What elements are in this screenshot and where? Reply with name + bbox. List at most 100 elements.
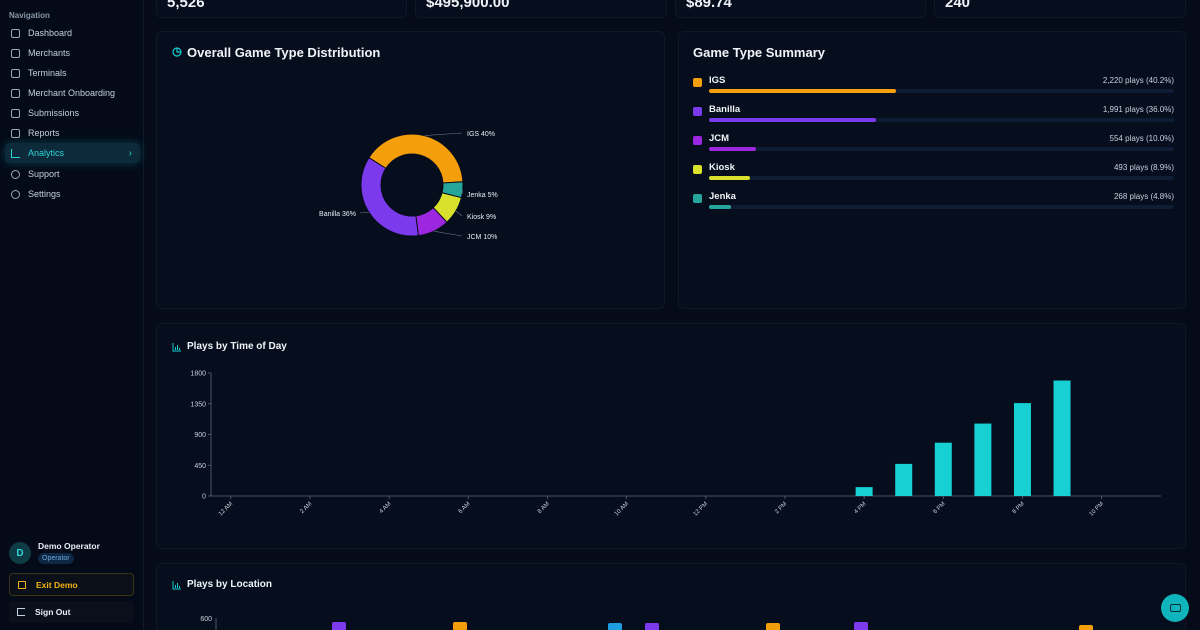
stat-value: $89.74 — [686, 0, 732, 11]
bar-chart-icon — [172, 343, 181, 352]
play-count: 493 plays (8.9%) — [1113, 163, 1174, 172]
x-tick-label: 12 PM — [693, 501, 710, 518]
sidebar-item-reports[interactable]: Reports — [5, 123, 140, 143]
y-tick-label: 900 — [194, 432, 206, 439]
exit-icon — [18, 580, 26, 589]
x-tick-label: 8 AM — [537, 501, 551, 515]
summary-row-kiosk: Kiosk 493 plays (8.9%) — [693, 162, 1174, 188]
bar — [974, 423, 992, 496]
x-tick-label: 2 PM — [774, 501, 788, 515]
sidebar-item-terminals[interactable]: Terminals — [5, 63, 140, 83]
gear-icon — [11, 189, 20, 199]
x-tick-label: 4 AM — [379, 501, 393, 515]
bot-icon — [1169, 604, 1181, 612]
sidebar-item-support[interactable]: Support — [5, 164, 140, 184]
bar — [895, 463, 913, 496]
sidebar-item-label: Submissions — [28, 108, 80, 118]
time-of-day-card: Plays by Time of Day 0 450 900 1350 1800 12 A… — [156, 323, 1186, 549]
bar — [332, 622, 346, 630]
exit-demo-button[interactable]: Exit Demo — [9, 573, 134, 596]
x-tick-label: 6 AM — [458, 501, 472, 515]
bar — [645, 623, 659, 630]
play-count: 554 plays (10.0%) — [1109, 134, 1174, 143]
sign-out-button[interactable]: Sign Out — [9, 601, 134, 623]
distribution-card: Overall Game Type Distribution IGS 40% Je… — [156, 31, 665, 309]
sidebar-item-label: Settings — [28, 189, 61, 199]
game-type-name: IGS — [709, 75, 726, 86]
x-tick-label: 12 AM — [218, 501, 234, 517]
time-of-day-chart: 0 450 900 1350 1800 12 AM 2 AM 4 AM 6 AM 8 AM 10 A… — [190, 371, 1161, 518]
slice-label: Banilla 36% — [319, 211, 356, 218]
sidebar-item-submissions[interactable]: Submissions — [5, 103, 140, 123]
summary-row-igs: IGS 2,220 plays (40.2%) — [693, 75, 1174, 101]
bar — [766, 623, 780, 630]
legend-swatch — [693, 136, 702, 145]
leader-line — [424, 132, 463, 136]
leader-line — [461, 189, 464, 195]
y-tick-label: 600 — [200, 616, 212, 623]
x-tick-label: 2 AM — [299, 501, 313, 515]
game-type-name: Banilla — [709, 104, 741, 115]
bar — [1013, 403, 1031, 496]
card-title: Overall Game Type Distribution — [187, 45, 381, 60]
x-tick-label: 6 PM — [933, 501, 947, 515]
sidebar-item-merchant-onboarding[interactable]: Merchant Onboarding — [5, 83, 140, 103]
progress-track — [709, 147, 1174, 151]
user-profile: D Demo Operator Operator — [9, 541, 139, 567]
leader-line — [433, 230, 463, 237]
role-badge: Operator — [38, 553, 74, 564]
store-icon — [11, 48, 20, 58]
lifebuoy-icon — [11, 169, 20, 179]
progress-track — [709, 89, 1174, 93]
card-title: Plays by Time of Day — [187, 341, 287, 352]
play-count: 268 plays (4.8%) — [1113, 192, 1174, 201]
progress-fill — [709, 147, 756, 151]
bar-chart-icon — [11, 148, 20, 158]
summary-row-jenka: Jenka 268 plays (4.8%) — [693, 191, 1174, 217]
summary-card: Game Type Summary IGS 2,220 plays (40.2%… — [678, 31, 1186, 309]
bar-chart-icon — [172, 581, 181, 590]
pie-slice-banilla — [360, 156, 419, 237]
stat-value: 240 — [945, 0, 971, 11]
game-type-name: Kiosk — [709, 162, 735, 173]
progress-track — [709, 176, 1174, 180]
game-type-name: JCM — [709, 133, 730, 144]
exit-demo-label: Exit Demo — [36, 579, 78, 590]
chevron-right-icon: › — [128, 147, 132, 159]
sidebar-item-dashboard[interactable]: Dashboard — [5, 23, 140, 43]
report-icon — [11, 128, 20, 138]
legend-swatch — [693, 78, 702, 87]
play-count: 2,220 plays (40.2%) — [1102, 76, 1174, 85]
terminal-icon — [11, 68, 20, 78]
slice-label: JCM 10% — [467, 234, 497, 241]
progress-fill — [709, 118, 877, 122]
progress-fill — [709, 89, 896, 93]
card-title: Plays by Location — [187, 579, 273, 590]
sidebar-item-settings[interactable]: Settings — [5, 184, 140, 204]
progress-track — [709, 205, 1174, 209]
sidebar-item-analytics[interactable]: Analytics › — [5, 143, 140, 163]
legend-swatch — [693, 165, 702, 174]
legend-swatch — [693, 107, 702, 116]
chat-assistant-button[interactable] — [1161, 594, 1189, 622]
avatar: D — [9, 542, 31, 564]
x-tick-label: 8 PM — [1012, 501, 1026, 515]
nav-heading: Navigation — [9, 11, 50, 20]
stat-value: $495,900.00 — [426, 0, 510, 11]
stat-card-revenue: $495,900.00 — [415, 0, 667, 18]
y-tick-label: 1350 — [190, 401, 206, 408]
progress-track — [709, 118, 1174, 122]
sidebar-item-merchants[interactable]: Merchants — [5, 43, 140, 63]
x-tick-label: 10 AM — [614, 501, 630, 517]
y-tick-label: 0 — [202, 494, 206, 501]
slice-label: Kiosk 9% — [467, 214, 496, 221]
onboarding-icon — [11, 88, 20, 98]
stat-card-average: $89.74 — [675, 0, 926, 18]
progress-fill — [709, 176, 751, 180]
game-type-name: Jenka — [709, 191, 736, 202]
bar — [855, 487, 873, 496]
bar — [608, 623, 622, 630]
x-tick-label: 10 PM — [1089, 501, 1106, 518]
location-chart: 600 — [200, 616, 1093, 630]
play-count: 1,991 plays (36.0%) — [1102, 105, 1174, 114]
